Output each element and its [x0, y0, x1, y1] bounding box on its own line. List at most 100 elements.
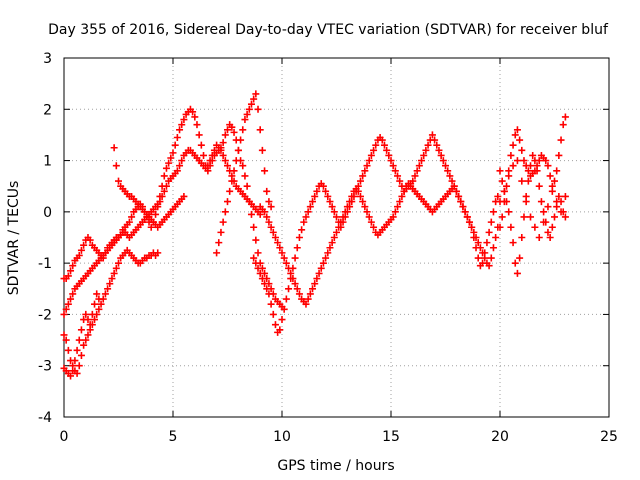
- data-point: [498, 213, 506, 221]
- data-point: [518, 234, 526, 241]
- data-point: [487, 218, 495, 226]
- data-point: [476, 244, 484, 252]
- y-tick-label: 2: [43, 102, 52, 118]
- data-point: [309, 285, 317, 293]
- data-point: [524, 177, 532, 185]
- data-point: [415, 162, 423, 170]
- data-point: [540, 208, 548, 216]
- data-point: [75, 336, 83, 344]
- data-point: [551, 213, 558, 221]
- data-point: [115, 177, 122, 185]
- chart-title: Day 355 of 2016, Sidereal Day-to-day VTE…: [48, 22, 609, 38]
- data-point: [243, 182, 251, 190]
- data-point: [424, 141, 432, 149]
- data-point: [128, 213, 136, 221]
- data-point: [228, 177, 236, 185]
- data-point: [518, 177, 526, 185]
- data-point: [400, 187, 408, 195]
- data-point: [282, 295, 290, 303]
- data-point: [481, 254, 489, 262]
- data-point: [319, 259, 327, 267]
- series-e: [110, 144, 188, 231]
- data-point: [247, 100, 255, 108]
- data-point: [67, 267, 75, 275]
- data-point: [513, 157, 521, 165]
- data-point: [555, 151, 563, 159]
- data-point: [147, 223, 155, 231]
- data-point: [542, 157, 550, 165]
- data-point: [189, 108, 197, 116]
- data-point: [422, 146, 430, 154]
- data-point: [396, 177, 404, 185]
- data-point: [485, 262, 493, 270]
- data-point: [278, 249, 286, 257]
- data-point: [280, 254, 288, 262]
- data-point: [95, 305, 103, 313]
- data-point: [300, 218, 308, 226]
- data-point: [269, 228, 277, 236]
- data-point: [311, 192, 319, 200]
- data-point: [370, 223, 378, 231]
- data-point: [459, 203, 467, 211]
- data-point: [527, 213, 535, 221]
- data-point: [108, 275, 116, 283]
- data-point: [557, 136, 565, 144]
- data-point: [522, 198, 530, 206]
- data-point: [370, 146, 378, 154]
- data-point: [152, 210, 160, 218]
- data-point: [437, 151, 445, 159]
- data-point: [328, 203, 336, 211]
- data-point: [197, 141, 205, 149]
- y-tick-label: -4: [38, 410, 52, 426]
- data-point: [509, 162, 517, 170]
- data-point: [561, 192, 569, 200]
- data-point: [258, 146, 266, 154]
- data-point: [531, 167, 539, 175]
- data-point: [239, 162, 247, 170]
- data-point: [160, 172, 168, 180]
- data-point: [455, 192, 463, 200]
- data-point: [267, 300, 275, 308]
- data-point: [298, 226, 306, 234]
- data-point: [559, 121, 567, 129]
- series-f: [213, 90, 275, 257]
- data-point: [95, 295, 103, 303]
- data-point: [62, 305, 70, 313]
- x-axis-label: GPS time / hours: [277, 458, 394, 474]
- data-point: [324, 249, 332, 257]
- data-point: [444, 167, 452, 175]
- data-point: [280, 305, 288, 313]
- data-point: [200, 151, 208, 159]
- data-point: [88, 310, 96, 318]
- data-point: [289, 275, 297, 283]
- data-point: [64, 346, 72, 354]
- data-point: [487, 254, 495, 262]
- data-point: [333, 228, 340, 236]
- data-point: [254, 264, 262, 272]
- data-point: [180, 116, 188, 124]
- x-tick-label: 25: [600, 429, 618, 445]
- data-point: [509, 141, 517, 149]
- data-point: [339, 213, 347, 221]
- data-point: [191, 113, 199, 121]
- data-point: [285, 285, 293, 293]
- data-point: [302, 300, 310, 308]
- x-tick-label: 0: [60, 429, 69, 445]
- data-point: [241, 116, 249, 124]
- data-point: [330, 208, 338, 216]
- data-point: [496, 223, 504, 231]
- data-point: [265, 218, 273, 226]
- data-point: [80, 341, 88, 349]
- data-point: [313, 187, 321, 195]
- series-b: [60, 141, 264, 318]
- data-point: [234, 146, 242, 154]
- data-point: [293, 244, 301, 252]
- data-point: [232, 157, 240, 165]
- data-point: [256, 126, 264, 134]
- data-point: [315, 269, 323, 277]
- data-point: [524, 167, 532, 175]
- data-point: [516, 254, 524, 262]
- data-point: [60, 310, 68, 318]
- data-point: [252, 236, 260, 244]
- data-point: [537, 198, 545, 206]
